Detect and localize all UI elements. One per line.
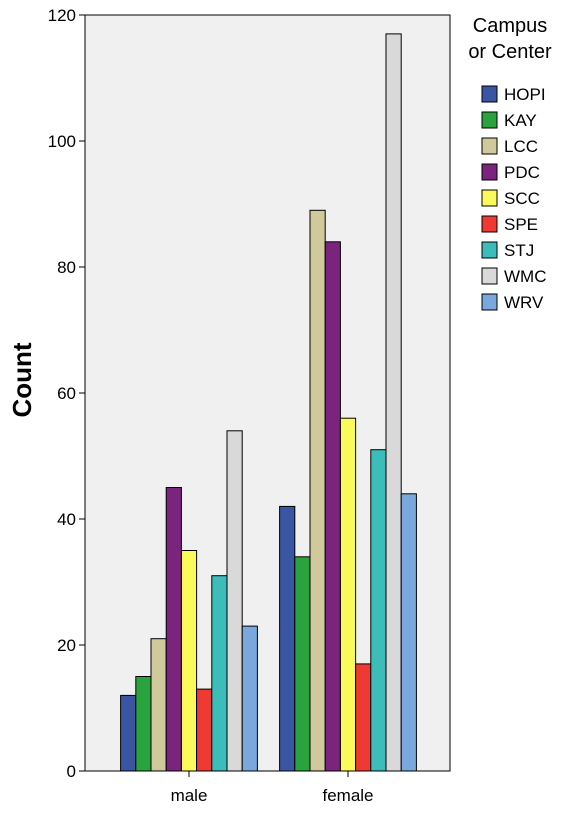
legend-swatch-pdc [481, 163, 498, 181]
legend-swatch-wmc [481, 267, 498, 285]
legend-title-line-1: Campus [473, 15, 547, 37]
legend-label-kay: KAY [504, 111, 537, 130]
legend-swatch-hopi [481, 85, 498, 103]
bar-female-wmc [385, 33, 402, 772]
y-tick-label-0: 0 [67, 762, 76, 781]
legend-label-hopi: HOPI [504, 85, 546, 104]
bar-male-pdc [165, 487, 182, 772]
bar-male-kay [135, 676, 152, 772]
y-tick-label-6: 120 [48, 6, 76, 25]
legend-label-lcc: LCC [504, 137, 538, 156]
bar-male-wrv [241, 625, 258, 772]
legend: Campus or Center HOPI KAY LCC PDC SCC SPE STJ W… [468, 15, 552, 312]
legend-label-wrv: WRV [504, 293, 544, 312]
bar-male-spe [196, 688, 213, 772]
bar-female-stj [370, 449, 387, 772]
y-tick-label-3: 60 [57, 384, 76, 403]
x-category-label-1: female [322, 786, 373, 805]
legend-label-pdc: PDC [504, 163, 540, 182]
legend-swatch-wrv [481, 293, 498, 311]
legend-label-scc: SCC [504, 189, 540, 208]
bar-male-hopi [120, 694, 137, 772]
y-tick-label-5: 100 [48, 132, 76, 151]
bar-female-spe [355, 663, 372, 772]
bar-male-scc [180, 550, 198, 772]
legend-label-wmc: WMC [504, 267, 546, 286]
y-axis-label: Count [7, 342, 37, 417]
legend-swatch-kay [481, 111, 498, 129]
legend-label-stj: STJ [504, 241, 534, 260]
bar-female-lcc [309, 209, 326, 772]
bar-male-stj [211, 575, 228, 772]
bar-male-wmc [226, 430, 243, 772]
bar-female-hopi [279, 505, 296, 772]
legend-swatch-spe [481, 215, 498, 233]
y-tick-label-2: 40 [57, 510, 76, 529]
bar-female-scc [339, 417, 357, 772]
y-tick-label-4: 80 [57, 258, 76, 277]
x-category-label-0: male [171, 786, 208, 805]
bars-group [120, 33, 417, 772]
legend-items: HOPI KAY LCC PDC SCC SPE STJ WMC WRV [481, 85, 546, 312]
legend-swatch-scc [481, 189, 498, 207]
y-tick-label-1: 20 [57, 636, 76, 655]
legend-title-line-2: or Center [468, 41, 552, 63]
y-axis: 0 20 40 60 80 100 120 [48, 6, 85, 781]
legend-label-spe: SPE [504, 215, 538, 234]
legend-swatch-lcc [481, 137, 498, 155]
bar-female-pdc [324, 241, 341, 772]
bar-male-lcc [150, 638, 167, 772]
legend-swatch-stj [481, 241, 498, 259]
bar-female-wrv [400, 493, 417, 772]
x-axis: male female [171, 771, 374, 805]
bar-female-kay [294, 556, 311, 772]
